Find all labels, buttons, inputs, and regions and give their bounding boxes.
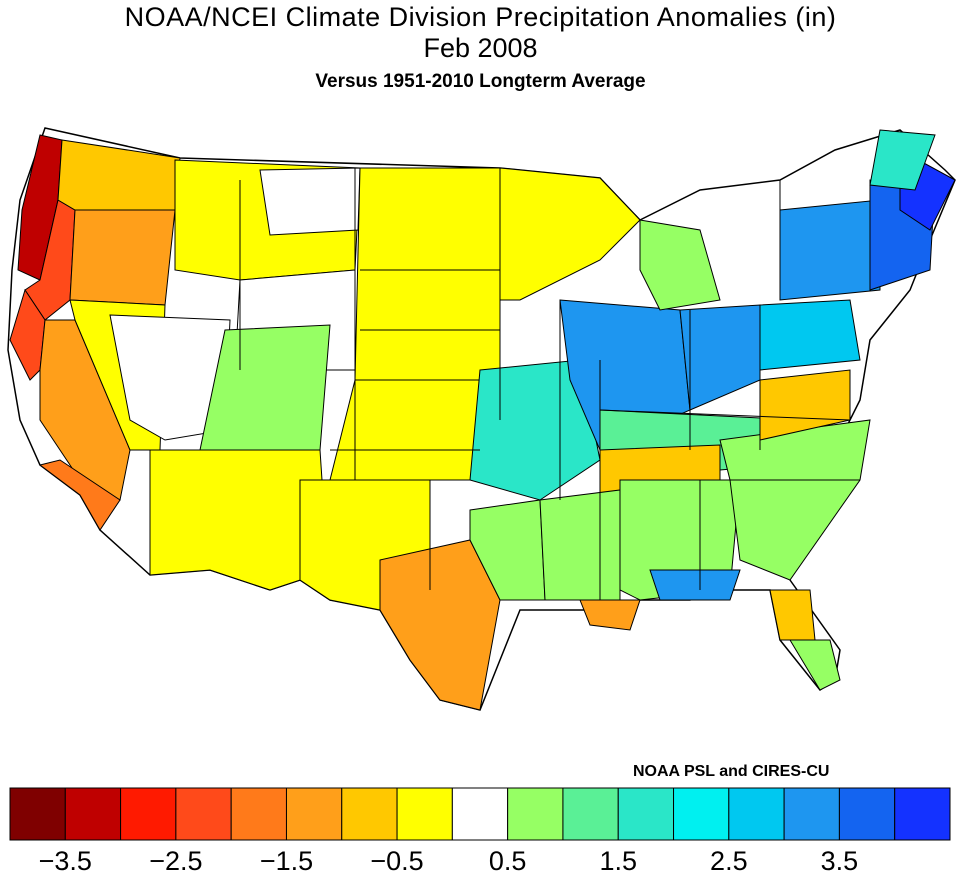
legend-box (783, 787, 840, 841)
region-florida-south (789, 639, 841, 691)
legend-box (396, 787, 453, 841)
legend-tick-label: 3.5 (821, 846, 859, 875)
credit-text: NOAA PSL and CIRES-CU (633, 763, 830, 780)
legend-box (64, 787, 122, 841)
region-maine-north (869, 129, 936, 191)
region-washington-interior (57, 139, 181, 216)
region-missouri (469, 359, 601, 501)
legend-box (230, 787, 287, 841)
legend-tick-label: 2.5 (710, 846, 748, 875)
region-louisiana (579, 599, 641, 631)
region-california-coast (9, 288, 46, 381)
region-oregon-interior (69, 209, 176, 306)
us-precip-anomaly-map (7, 127, 956, 711)
legend-tick-label: −1.5 (260, 846, 313, 875)
division-boundaries (174, 160, 871, 600)
legend-box (562, 787, 619, 841)
region-mississippi (539, 489, 621, 601)
legend-box (617, 787, 675, 841)
map-subtitle: Versus 1951-2010 Longterm Average (315, 71, 646, 92)
legend-box (9, 787, 66, 841)
legend-box (673, 787, 730, 841)
legend-tick-label: 0.5 (489, 846, 527, 875)
region-michigan (639, 219, 721, 311)
region-dakotas-nebraska (354, 167, 501, 381)
legend-box (838, 787, 896, 841)
region-kansas-oklahoma (329, 379, 491, 481)
legend-tick-label: 1.5 (599, 846, 637, 875)
region-texas-east (469, 499, 546, 601)
region-carolinas (719, 419, 871, 581)
legend-box (894, 787, 951, 841)
legend-box (175, 787, 232, 841)
legend-box (285, 787, 343, 841)
map-date: Feb 2008 (423, 33, 538, 63)
region-texas-central (379, 539, 501, 711)
region-florida-north (769, 589, 816, 641)
legend-tick-label: −3.5 (39, 846, 92, 875)
region-socal (38, 459, 121, 531)
region-pennsylvania (759, 299, 861, 371)
legend-box (507, 787, 564, 841)
region-nevada-utah (109, 314, 231, 441)
region-new-york (779, 199, 881, 301)
color-legend: −3.5 −2.5 −1.5 −0.5 0.5 1.5 2.5 3.5 (9, 787, 951, 875)
legend-tick-label: −2.5 (149, 846, 202, 875)
map-title: NOAA/NCEI Climate Division Precipitation… (124, 2, 837, 32)
legend-box (728, 787, 785, 841)
legend-box (120, 787, 177, 841)
region-new-mexico-arizona (149, 449, 331, 601)
legend-box (451, 787, 509, 841)
region-florida-panhandle (649, 569, 741, 601)
legend-color-boxes (9, 787, 951, 841)
legend-tick-label: −0.5 (370, 846, 423, 875)
region-montana-east (259, 167, 361, 236)
legend-box (341, 787, 398, 841)
legend-tick-labels: −3.5 −2.5 −1.5 −0.5 0.5 1.5 2.5 3.5 (39, 846, 859, 875)
